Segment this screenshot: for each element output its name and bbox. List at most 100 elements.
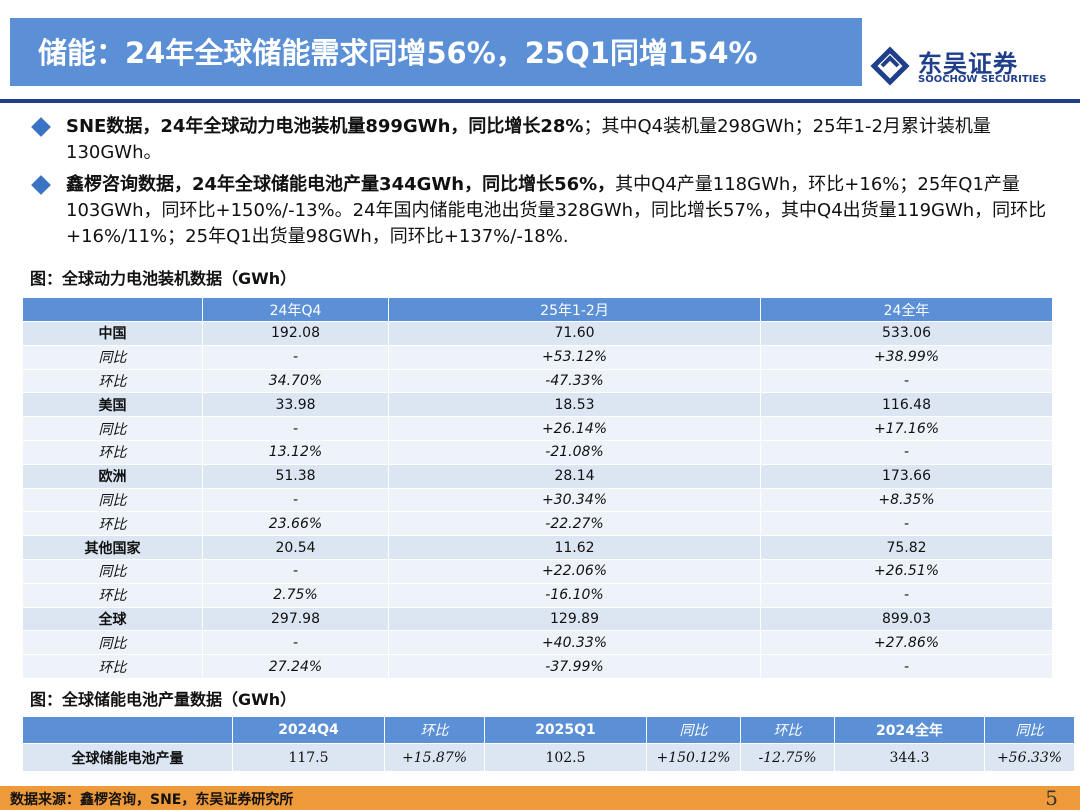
table-cell: +22.06% [388,558,761,584]
header-divider [0,99,1080,103]
column-header: 环比 [384,716,485,744]
table-cell: - [760,368,1053,394]
storage-battery-table: 2024Q4 环比 2025Q1 同比 环比 2024全年 同比 全球储能电池产… [22,716,1075,772]
table-cell: - [760,511,1053,537]
table-cell: 297.98 [202,606,389,632]
table-row: 全球 297.98 129.89 899.03 [22,606,1053,632]
row-label: 环比 [22,368,203,394]
diamond-bullet-icon [31,175,51,195]
column-header [22,297,203,322]
bullet-bold-text: 鑫椤咨询数据，24年全球储能电池产量344GWh，同比增长56%， [66,174,616,195]
column-header: 同比 [984,716,1075,744]
bullet-sne: SNE数据，24年全球动力电池装机量899GWh，同比增长28%；其中Q4装机量… [30,114,1060,166]
slide-title: 储能：24年全球储能需求同增56%，25Q1同增154% [38,36,758,70]
row-label: 环比 [22,439,203,465]
table2-caption: 图：全球储能电池产量数据（GWh） [30,690,297,709]
table-row: 全球储能电池产量 117.5 +15.87% 102.5 +150.12% -1… [22,743,1075,772]
table-cell: 192.08 [202,321,389,346]
soochow-logo-icon [870,46,910,86]
table-cell: -21.08% [388,439,761,465]
table-cell: +17.16% [760,416,1053,441]
bullet-xinluo: 鑫椤咨询数据，24年全球储能电池产量344GWh，同比增长56%，其中Q4产量1… [30,172,1060,250]
table-cell: 18.53 [388,392,761,418]
row-label: 全球 [22,606,203,632]
table-row: 环比 23.66% -22.27% - [22,511,1053,537]
table-cell: - [202,344,389,370]
logo-chinese-name: 东吴证券 [918,50,1018,78]
table-cell: 51.38 [202,463,389,489]
table-row: 同比 - +30.34% +8.35% [22,487,1053,513]
row-label: 环比 [22,654,203,679]
table-cell: +30.34% [388,487,761,513]
table-header-row: 24年Q4 25年1-2月 24全年 [22,297,1053,322]
power-battery-table: 24年Q4 25年1-2月 24全年 中国 192.08 71.60 533.06 同比… [22,297,1053,679]
table-row: 环比 13.12% -21.08% - [22,439,1053,465]
bullet-text: SNE数据，24年全球动力电池装机量899GWh，同比增长28%；其中Q4装机量… [66,114,1060,166]
table-cell: -16.10% [388,582,761,608]
table-cell: - [202,558,389,584]
row-label: 环比 [22,582,203,608]
table-cell: 116.48 [760,392,1053,418]
bullet-text: 鑫椤咨询数据，24年全球储能电池产量344GWh，同比增长56%，其中Q4产量1… [66,172,1060,250]
table-row: 同比 - +26.14% +17.16% [22,416,1053,441]
table-cell: 20.54 [202,535,389,560]
table-cell: 129.89 [388,606,761,632]
row-label: 同比 [22,344,203,370]
table-cell: 533.06 [760,321,1053,346]
table-cell: +8.35% [760,487,1053,513]
table-cell: 75.82 [760,535,1053,560]
table-cell: 23.66% [202,511,389,537]
row-label: 美国 [22,392,203,418]
table-cell: +38.99% [760,344,1053,370]
column-header: 24年Q4 [202,297,389,322]
table-cell: 173.66 [760,463,1053,489]
table-cell: - [202,416,389,441]
table-row: 环比 2.75% -16.10% - [22,582,1053,608]
bullet-bold-text: SNE数据，24年全球动力电池装机量899GWh，同比增长28% [66,116,584,137]
source-note: 数据来源：鑫椤咨询，SNE，东吴证券研究所 [10,792,294,808]
column-header: 2024全年 [834,716,985,744]
logo-english-name: SOOCHOW SECURITIES [918,74,1047,85]
table-row: 同比 - +53.12% +38.99% [22,344,1053,370]
table-cell: -22.27% [388,511,761,537]
table-cell: 2.75% [202,582,389,608]
bullet-rest-text: ；其中Q4装机量298GWh；25年1-2月累计装机量130GWh。 [66,116,991,163]
table-cell: 899.03 [760,606,1053,632]
column-header: 同比 [646,716,741,744]
table-row: 欧洲 51.38 28.14 173.66 [22,463,1053,489]
table-cell: - [202,630,389,656]
page-number: 5 [1045,786,1058,810]
table-cell: 33.98 [202,392,389,418]
table-cell: -12.75% [740,743,835,772]
table-row: 同比 - +22.06% +26.51% [22,558,1053,584]
row-label: 同比 [22,558,203,584]
table1-caption: 图：全球动力电池装机数据（GWh） [30,269,297,288]
table-cell: +150.12% [646,743,741,772]
table-cell: 27.24% [202,654,389,679]
title-bar: 储能：24年全球储能需求同增56%，25Q1同增154% [10,18,862,86]
row-label: 中国 [22,321,203,346]
table-row: 其他国家 20.54 11.62 75.82 [22,535,1053,560]
table-cell: -47.33% [388,368,761,394]
table-cell: +53.12% [388,344,761,370]
table-row: 环比 27.24% -37.99% - [22,654,1053,679]
table-cell: 11.62 [388,535,761,560]
column-header: 环比 [740,716,835,744]
column-header [22,716,233,744]
table-row: 中国 192.08 71.60 533.06 [22,321,1053,346]
table-cell: - [202,487,389,513]
table-cell: - [760,439,1053,465]
column-header: 2024Q4 [232,716,385,744]
table-cell: +26.51% [760,558,1053,584]
table-cell: 28.14 [388,463,761,489]
table-cell: +27.86% [760,630,1053,656]
table-cell: - [760,582,1053,608]
table-cell: +15.87% [384,743,485,772]
column-header: 25年1-2月 [388,297,761,322]
table-cell: - [760,654,1053,679]
footer-bar: 数据来源：鑫椤咨询，SNE，东吴证券研究所 5 [0,786,1080,810]
row-label: 环比 [22,511,203,537]
table-row: 环比 34.70% -47.33% - [22,368,1053,394]
bullet-rest-text: 其中Q4产量118GWh，环比+16%；25年Q1产量103GWh，同环比+15… [66,174,1047,247]
row-label: 其他国家 [22,535,203,560]
